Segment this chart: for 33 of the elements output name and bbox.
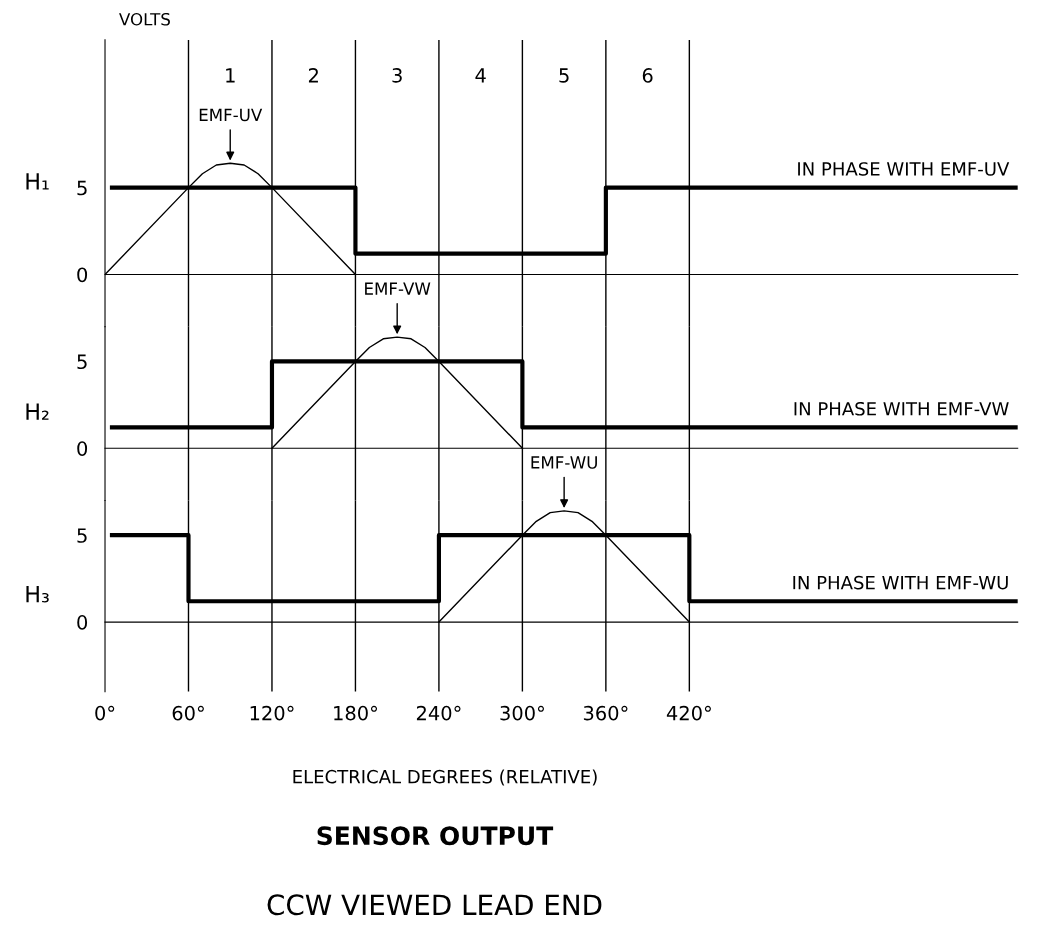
y-tick-label: 5 xyxy=(77,528,87,543)
annotation: 5 xyxy=(559,68,569,83)
x-tick-label: 240° xyxy=(416,705,461,721)
annotation: 4 xyxy=(475,68,486,83)
text: SENSOR OUTPUT xyxy=(317,826,554,846)
series-label: IN PHASE WITH EMF-VW xyxy=(794,401,1009,416)
y-axis-title: H₃ xyxy=(26,585,49,603)
y-tick-label: 0 xyxy=(77,267,88,283)
annotation: 3 xyxy=(392,68,402,83)
annotation: 2 xyxy=(308,68,318,83)
y-tick-label: 5 xyxy=(77,354,87,370)
annotation: 1 xyxy=(226,68,235,83)
series-label: IN PHASE WITH EMF-WU xyxy=(793,575,1008,590)
x-tick-label: 300° xyxy=(500,705,544,721)
text: EMF-WU xyxy=(531,456,597,469)
y-tick-label: 0 xyxy=(77,615,88,630)
x-tick-label: 0° xyxy=(95,705,115,721)
text: VOLTS xyxy=(119,12,170,26)
series-label: IN PHASE WITH EMF-UV xyxy=(798,162,1010,176)
x-tick-label: 120° xyxy=(250,705,294,721)
y-tick-label: 0 xyxy=(77,441,88,456)
x-tick-label: 360° xyxy=(583,705,628,721)
annotation: 6 xyxy=(642,68,653,83)
text: EMF-VW xyxy=(365,282,431,295)
y-tick-label: 5 xyxy=(77,180,87,196)
x-axis-title: ELECTRICAL DEGREES (RELATIVE) xyxy=(293,769,597,786)
y-axis-title: H₁ xyxy=(26,173,49,190)
x-tick-label: 420° xyxy=(666,705,711,721)
y-axis-title: H₂ xyxy=(26,403,49,420)
x-tick-label: 60° xyxy=(172,705,204,721)
text: CCW VIEWED LEAD END xyxy=(267,894,602,916)
text: EMF-UV xyxy=(199,108,263,122)
x-tick-label: 180° xyxy=(334,705,378,721)
